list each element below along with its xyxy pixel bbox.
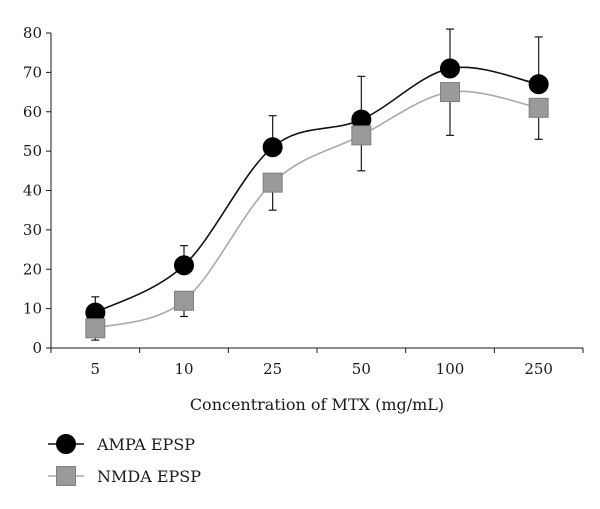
y-tick-label: 50 [23, 142, 42, 160]
data-point-square [174, 290, 194, 311]
data-point-square [528, 97, 549, 118]
y-tick-label: 40 [23, 182, 42, 200]
legend-item: NMDA EPSP [48, 466, 201, 486]
x-tick-label: 5 [91, 360, 101, 378]
y-tick-label: 0 [32, 339, 42, 357]
x-tick-label: 50 [352, 360, 371, 378]
legend-item: AMPA EPSP [48, 434, 195, 454]
y-tick-label: 20 [23, 260, 42, 278]
series-line [95, 90, 539, 330]
legend-label: AMPA EPSP [96, 435, 195, 454]
data-point-circle [174, 255, 194, 276]
data-point-square [85, 318, 106, 339]
data-markers [85, 58, 549, 339]
x-tick-label: 100 [436, 360, 465, 378]
data-point-circle [262, 137, 283, 158]
y-tick-label: 60 [23, 103, 42, 121]
y-tick-label: 30 [23, 221, 42, 239]
data-point-circle [528, 74, 549, 95]
axes [50, 33, 583, 349]
series-line [94, 66, 539, 314]
data-point-circle [440, 58, 460, 79]
x-ticks: 5 10 25 50 100 250 [50, 348, 584, 378]
legend: AMPA EPSP NMDA EPSP [48, 434, 201, 486]
data-point-square [351, 125, 372, 146]
x-tick-label: 10 [174, 360, 193, 378]
y-tick-label: 70 [23, 63, 42, 81]
y-ticks: 0 10 20 30 40 50 60 70 80 [23, 24, 51, 357]
x-tick-label: 25 [263, 360, 282, 378]
legend-label: NMDA EPSP [97, 467, 201, 486]
data-point-circle [56, 434, 76, 454]
data-point-square [56, 466, 76, 486]
data-point-square [440, 82, 460, 103]
error-bars [91, 28, 543, 341]
y-tick-label: 10 [23, 300, 42, 318]
y-tick-label: 80 [23, 24, 42, 42]
x-tick-label: 250 [524, 360, 553, 378]
data-point-square [262, 172, 283, 193]
x-axis-label: Concentration of MTX (mg/mL) [190, 395, 444, 414]
series-lines [94, 66, 539, 330]
